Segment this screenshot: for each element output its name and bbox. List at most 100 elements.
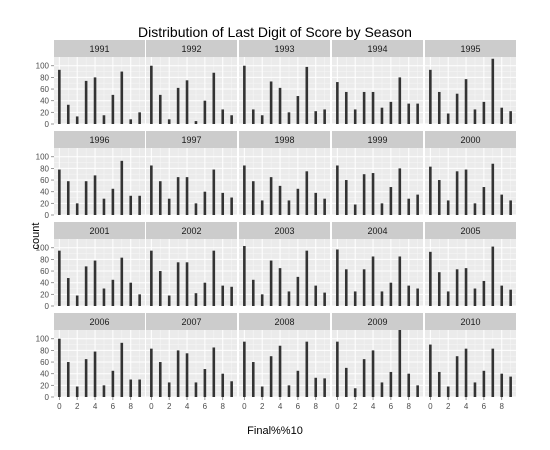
facet-panel-2005: 2005 <box>425 222 516 307</box>
bar-2007-digit-0 <box>150 348 153 397</box>
bar-2002-digit-9 <box>230 286 233 306</box>
facet-strip <box>239 222 330 239</box>
bar-2008-digit-5 <box>287 385 291 397</box>
bar-2004-digit-1 <box>344 269 348 306</box>
bar-1997-digit-0 <box>150 165 153 215</box>
y-axis-label: count <box>30 223 42 250</box>
bar-1993-digit-4 <box>278 87 282 124</box>
bar-1993-digit-6 <box>296 96 300 124</box>
x-tick-label: 4 <box>464 402 469 411</box>
bar-1997-digit-4 <box>185 177 189 215</box>
bar-1995-digit-8 <box>500 107 504 124</box>
bar-1995-digit-7 <box>491 58 495 124</box>
bar-1995-digit-3 <box>455 93 459 124</box>
bar-1993-digit-8 <box>314 111 318 124</box>
bar-2008-digit-6 <box>296 370 300 397</box>
bar-1998-digit-1 <box>251 181 255 215</box>
bar-2002-digit-1 <box>158 271 162 306</box>
bar-1993-digit-2 <box>260 115 264 124</box>
bar-2002-digit-7 <box>212 250 216 306</box>
facet-strip <box>425 40 516 57</box>
bar-1992-digit-2 <box>167 119 171 124</box>
facet-strip <box>425 131 516 148</box>
facet-panel-2001: 2001 0 20 40 60 80 100 <box>36 222 145 311</box>
y-tick-label: 60 <box>40 267 49 276</box>
y-tick-label: 20 <box>40 199 49 208</box>
bar-2006-digit-0 <box>58 338 61 397</box>
bar-1998-digit-3 <box>269 177 273 215</box>
bar-1995-digit-1 <box>437 91 441 124</box>
facet-strip <box>425 222 516 239</box>
bar-1998-digit-4 <box>278 185 282 215</box>
bar-2007-digit-8 <box>221 373 225 397</box>
facet-strip-label: 2001 <box>89 226 109 236</box>
bar-1992-digit-1 <box>158 94 162 124</box>
bar-1994-digit-0 <box>336 82 339 124</box>
bar-1994-digit-7 <box>398 77 402 124</box>
facet-strip-label: 1991 <box>89 44 109 54</box>
bar-2000-digit-6 <box>482 187 486 215</box>
bar-1996-digit-2 <box>75 203 79 215</box>
bar-2010-digit-8 <box>500 373 504 397</box>
y-tick-label: 60 <box>40 176 49 185</box>
x-axis-label: Final%%10 <box>247 425 303 437</box>
facet-strip <box>54 131 145 148</box>
bar-2008-digit-9 <box>323 378 326 397</box>
bar-1999-digit-5 <box>380 203 384 215</box>
bar-2004-digit-2 <box>353 291 357 306</box>
bar-1993-digit-5 <box>287 112 291 124</box>
y-tick-label: 20 <box>40 108 49 117</box>
bar-2004-digit-6 <box>389 282 393 306</box>
y-tick-label: 60 <box>40 85 49 94</box>
bar-2010-digit-5 <box>473 382 477 397</box>
facet-strip-label: 2000 <box>460 135 480 145</box>
bar-1998-digit-6 <box>296 188 300 215</box>
bar-1998-digit-7 <box>305 171 309 215</box>
bar-1992-digit-3 <box>176 87 180 124</box>
bar-1992-digit-9 <box>230 115 233 124</box>
bar-2000-digit-1 <box>437 180 441 215</box>
bar-1993-digit-7 <box>305 66 309 124</box>
bar-1997-digit-7 <box>212 169 216 215</box>
x-tick-label: 0 <box>428 402 433 411</box>
x-tick-label: 2 <box>353 402 358 411</box>
bar-1996-digit-7 <box>120 160 124 215</box>
facet-panel-1998: 1998 <box>239 131 330 216</box>
bar-2010-digit-6 <box>482 370 486 397</box>
bar-1997-digit-9 <box>230 197 233 215</box>
bar-2009-digit-0 <box>336 341 339 397</box>
bar-2005-digit-3 <box>455 269 459 306</box>
facet-strip-label: 2008 <box>274 317 294 327</box>
bar-1991-digit-3 <box>84 80 88 124</box>
bar-2004-digit-9 <box>416 288 419 306</box>
bar-2000-digit-7 <box>491 163 495 215</box>
y-tick-label: 80 <box>40 255 49 264</box>
chart-title: Distribution of Last Digit of Score by S… <box>138 24 412 40</box>
bar-2008-digit-7 <box>305 341 309 397</box>
facet-strip-label: 1994 <box>367 44 387 54</box>
x-tick-label: 2 <box>167 402 172 411</box>
bar-2007-digit-7 <box>212 347 216 397</box>
facet-panel-1996: 1996 0 20 40 60 80 100 <box>36 131 145 220</box>
facet-strip-label: 2010 <box>460 317 480 327</box>
bar-2007-digit-2 <box>167 382 171 397</box>
bar-1991-digit-6 <box>111 94 115 124</box>
facet-panel-1999: 1999 <box>332 131 423 216</box>
bar-2009-digit-6 <box>389 371 393 397</box>
facet-strip <box>146 131 237 148</box>
facet-strip <box>332 40 423 57</box>
y-tick-label: 40 <box>40 97 49 106</box>
facet-strip-label: 2009 <box>367 317 387 327</box>
bar-2008-digit-1 <box>251 362 255 397</box>
bar-2001-digit-2 <box>75 295 79 306</box>
bar-1994-digit-5 <box>380 107 384 124</box>
bar-2009-digit-8 <box>407 373 411 397</box>
facet-strip <box>239 40 330 57</box>
bar-2007-digit-4 <box>185 353 189 397</box>
bar-1995-digit-6 <box>482 101 486 124</box>
facet-panel-1991: 1991 0 20 40 60 80 100 <box>36 40 145 129</box>
facet-panel-2010: 2010 0 2 4 6 8 <box>425 313 516 411</box>
y-tick-label: 0 <box>45 211 50 220</box>
bar-1999-digit-8 <box>407 198 411 215</box>
